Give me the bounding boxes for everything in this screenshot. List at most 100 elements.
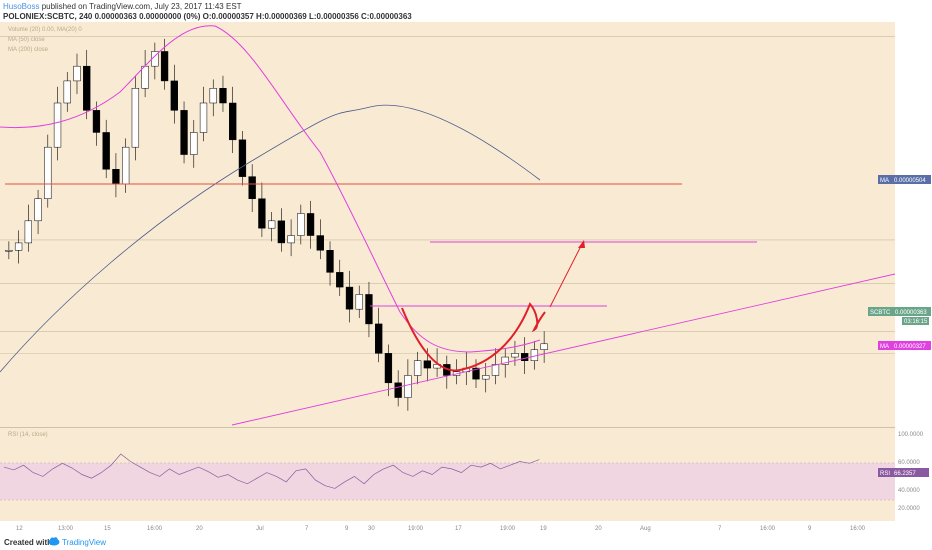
author-link[interactable]: HusoBoss bbox=[3, 2, 40, 11]
footer: Created with TradingView bbox=[0, 533, 932, 550]
trendline bbox=[231, 273, 896, 426]
svg-text:66.2357: 66.2357 bbox=[894, 471, 916, 477]
candle-body bbox=[180, 110, 188, 155]
candle-body bbox=[102, 132, 110, 170]
publish-line: HusoBoss published on TradingView.com, J… bbox=[3, 1, 242, 12]
candle-body bbox=[511, 353, 519, 358]
rsi-axis-labels: 100.0000 60.0000 40.0000 20.0000 bbox=[898, 432, 924, 512]
chart-header: HusoBoss published on TradingView.com, J… bbox=[0, 0, 932, 22]
rsi-band bbox=[0, 463, 895, 500]
time-axis-tick: 16:00 bbox=[850, 526, 866, 532]
projection-arrow bbox=[549, 243, 583, 308]
rsi-indicator-label[interactable]: RSI (14, close) bbox=[8, 432, 48, 438]
time-axis-tick: 19 bbox=[540, 526, 547, 532]
candle-body bbox=[248, 176, 256, 199]
candle-body bbox=[229, 102, 237, 141]
candle-body bbox=[521, 353, 529, 361]
volume-indicator-label[interactable]: Volume (20) 0.00, MA(20) 0 bbox=[8, 27, 82, 33]
rsi-axis-tick: 60.0000 bbox=[898, 460, 920, 466]
time-axis-tick: 9 bbox=[808, 526, 812, 532]
tradingview-brand[interactable]: TradingView bbox=[62, 538, 107, 547]
time-axis-tick: 19:00 bbox=[500, 526, 516, 532]
time-axis-tick: 12 bbox=[16, 526, 23, 532]
time-axis-tick: 16:00 bbox=[147, 526, 163, 532]
candle-body bbox=[44, 146, 52, 199]
time-axis-tick: Aug bbox=[640, 526, 651, 532]
time-axis-tick: 7 bbox=[718, 526, 722, 532]
candle-body bbox=[394, 382, 402, 398]
time-axis-labels: 12 13:00 15 16:00 20 Jul 7 9 30 19:00 17 19:00 19 20 A… bbox=[16, 526, 866, 532]
ma-slow-line bbox=[0, 104, 541, 373]
candle-body bbox=[297, 213, 305, 236]
symbol-line: POLONIEX:SCBTC, 240 0.00000363 0.0000000… bbox=[3, 12, 412, 21]
time-axis-tick: 15 bbox=[104, 526, 111, 532]
price-pane bbox=[0, 22, 895, 427]
candle-body bbox=[131, 88, 140, 148]
price-chart[interactable]: 100.0000 60.0000 40.0000 20.0000 12 13:00 15 1… bbox=[0, 22, 932, 533]
time-axis-tick: 13:00 bbox=[58, 526, 74, 532]
rsi-value-tag: RSI 66.2357 bbox=[878, 468, 929, 477]
candle-body bbox=[267, 220, 276, 229]
svg-text:MA: MA bbox=[880, 178, 889, 184]
candle-body bbox=[336, 272, 344, 288]
candle-body bbox=[14, 242, 23, 251]
rsi-line bbox=[3, 453, 540, 489]
ma-upper-tag: MA 0.00000504 bbox=[878, 175, 931, 184]
time-axis-tick: 20 bbox=[595, 526, 602, 532]
candle-body bbox=[63, 80, 71, 104]
candle-body bbox=[199, 102, 208, 133]
candle-body bbox=[112, 169, 120, 185]
candle-body bbox=[277, 220, 286, 244]
candle-body bbox=[170, 80, 178, 111]
candle-body bbox=[160, 51, 169, 82]
ma2-indicator-label[interactable]: MA (200) close bbox=[8, 47, 49, 53]
svg-text:0.00000504: 0.00000504 bbox=[894, 178, 926, 184]
rsi-axis-tick: 20.0000 bbox=[898, 506, 920, 512]
svg-text:03:16:15: 03:16:15 bbox=[904, 319, 928, 325]
candle-body bbox=[151, 51, 159, 67]
candle-body bbox=[24, 220, 32, 244]
candle-body bbox=[190, 132, 198, 155]
candle-body bbox=[121, 146, 130, 185]
time-axis-tick: 30 bbox=[368, 526, 375, 532]
candle-body bbox=[345, 286, 354, 310]
svg-text:RSI: RSI bbox=[880, 471, 890, 477]
candle-body bbox=[73, 65, 81, 82]
candle-body bbox=[287, 235, 295, 244]
svg-text:0.00000363: 0.00000363 bbox=[895, 310, 927, 316]
ma-fast-line bbox=[0, 25, 541, 353]
rsi-axis-tick: 100.0000 bbox=[898, 432, 924, 438]
candle-body bbox=[326, 250, 334, 273]
price-axis bbox=[895, 22, 932, 521]
candle-body bbox=[53, 102, 62, 148]
candle-body bbox=[355, 294, 363, 310]
ma1-indicator-label[interactable]: MA (50) close bbox=[8, 37, 45, 43]
candle-body bbox=[238, 139, 247, 177]
candle-body bbox=[472, 367, 480, 380]
candle-body bbox=[34, 198, 42, 222]
cup-handle-pattern bbox=[401, 302, 546, 372]
svg-text:SCBTC: SCBTC bbox=[870, 310, 891, 316]
candle-body bbox=[375, 323, 383, 354]
candle-body bbox=[316, 235, 324, 251]
candle-body bbox=[482, 375, 490, 380]
candle-body bbox=[83, 65, 91, 111]
time-axis-tick: 19:00 bbox=[408, 526, 424, 532]
candle-body bbox=[384, 353, 393, 384]
candle-body bbox=[413, 360, 422, 376]
candle-body bbox=[423, 360, 432, 369]
time-axis-tick: 17 bbox=[455, 526, 462, 532]
time-axis-tick: 9 bbox=[345, 526, 349, 532]
candle-body bbox=[141, 65, 149, 89]
candle-body bbox=[92, 110, 101, 133]
candle-body bbox=[365, 294, 373, 325]
ma-lower-tag: MA 0.00000327 bbox=[878, 341, 931, 350]
time-axis-tick: 16:00 bbox=[760, 526, 776, 532]
rsi-axis-tick: 40.0000 bbox=[898, 488, 920, 494]
svg-text:0.00000327: 0.00000327 bbox=[894, 344, 926, 350]
candle-body bbox=[209, 88, 217, 104]
candle-body bbox=[540, 343, 548, 350]
time-axis bbox=[0, 521, 895, 533]
candle-body bbox=[501, 356, 509, 365]
candle-body bbox=[219, 88, 227, 104]
